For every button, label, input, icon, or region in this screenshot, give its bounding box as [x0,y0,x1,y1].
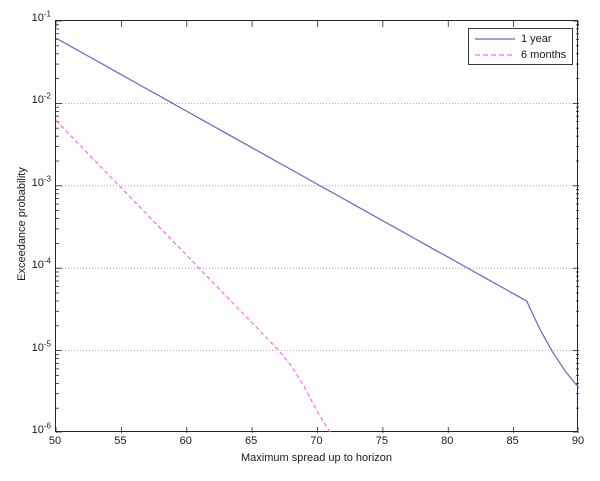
tick-marks [56,21,579,433]
x-tick-label: 60 [179,435,192,447]
gridlines [56,103,579,352]
y-axis-label: Exceedance probability [16,167,28,281]
x-axis-label: Maximum spread up to horizon [240,452,392,464]
x-tick-label: 85 [506,435,519,447]
y-tick-label: 10-3 [31,174,51,189]
x-tick-label: 75 [375,435,388,447]
legend-line-sample-solid [473,33,517,45]
series-line-2 [56,120,332,433]
x-tick-label: 55 [114,435,127,447]
series-line-1 [56,37,579,389]
y-tick-label: 10-6 [31,421,51,436]
x-tick-label: 65 [245,435,258,447]
y-tick-label: 10-1 [31,9,51,24]
legend-line-sample-dashed [473,49,517,61]
legend-box[interactable]: 1 year 6 months [468,28,573,65]
y-tick-label: 10-4 [31,256,51,272]
x-tick-label: 70 [310,435,323,447]
y-tick-label: 10-5 [31,338,51,354]
data-series [56,37,579,433]
plot-area [55,20,579,433]
legend-item-1-year[interactable]: 1 year [473,31,568,47]
legend-label-1-year: 1 year [521,32,552,45]
x-tick-label: 90 [571,435,585,447]
y-tick-label: 10-2 [31,91,51,107]
x-tick-label: 80 [441,435,454,447]
legend-item-6-months[interactable]: 6 months [473,47,568,63]
legend-label-6-months: 6 months [521,48,567,61]
plot-canvas [56,21,579,433]
x-tick-label: 50 [48,435,62,447]
y-axis-tick-labels: 10-6 10-5 10-4 10-3 10-2 10-1 [0,0,51,481]
